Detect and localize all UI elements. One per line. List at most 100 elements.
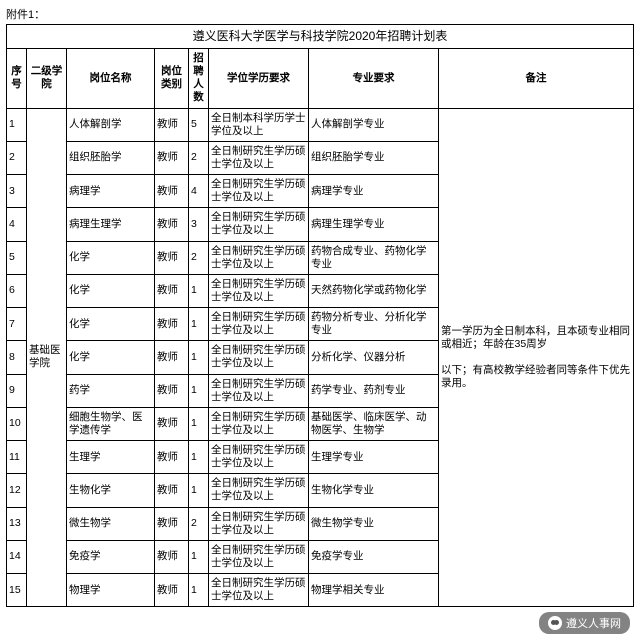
cell-major: 组织胚胎学专业 [309,141,439,174]
cell-count: 1 [189,374,209,407]
cell-type: 教师 [155,507,189,540]
watermark-text: 遵义人事网 [566,615,621,631]
cell-major: 生理学专业 [309,441,439,474]
cell-position: 化学 [67,241,155,274]
cell-position: 物理学 [67,574,155,607]
cell-type: 教师 [155,308,189,341]
cell-seq: 5 [7,241,27,274]
cell-major: 药物合成专业、药物化学专业 [309,241,439,274]
cell-major: 生物化学专业 [309,474,439,507]
cell-major: 分析化学、仪器分析 [309,341,439,374]
cell-major: 病理生理学专业 [309,208,439,241]
table-row: 1基础医学院人体解剖学教师5全日制本科学历学士学位及以上人体解剖学专业第一学历为… [7,108,634,141]
cell-count: 1 [189,407,209,440]
cell-type: 教师 [155,241,189,274]
cell-seq: 7 [7,308,27,341]
watermark: 遵义人事网 [539,612,630,634]
cell-seq: 13 [7,507,27,540]
cell-major: 人体解剖学专业 [309,108,439,141]
cell-type: 教师 [155,407,189,440]
cell-position: 化学 [67,341,155,374]
cell-edu: 全日制研究生学历硕士学位及以上 [209,407,309,440]
cell-type: 教师 [155,474,189,507]
col-type: 岗位类别 [155,49,189,109]
cell-major: 天然药物化学或药物化学 [309,274,439,307]
cell-position: 组织胚胎学 [67,141,155,174]
cell-seq: 4 [7,208,27,241]
cell-position: 微生物学 [67,507,155,540]
wechat-icon [548,616,562,630]
cell-count: 1 [189,341,209,374]
cell-major: 微生物学专业 [309,507,439,540]
cell-count: 5 [189,108,209,141]
cell-position: 病理生理学 [67,208,155,241]
cell-position: 生理学 [67,441,155,474]
cell-seq: 8 [7,341,27,374]
cell-edu: 全日制研究生学历硕士学位及以上 [209,175,309,208]
cell-position: 人体解剖学 [67,108,155,141]
cell-type: 教师 [155,274,189,307]
recruitment-table-sheet: 附件1： 遵义医科大学医学与科技学院2020年招聘计划表 序号 二级学院 岗位名… [0,0,640,607]
cell-count: 1 [189,474,209,507]
cell-seq: 1 [7,108,27,141]
cell-edu: 全日制研究生学历硕士学位及以上 [209,341,309,374]
cell-dept: 基础医学院 [27,108,67,607]
col-count: 招聘人数 [189,49,209,109]
cell-type: 教师 [155,208,189,241]
col-dept: 二级学院 [27,49,67,109]
attachment-label: 附件1： [6,4,634,24]
cell-edu: 全日制研究生学历硕士学位及以上 [209,374,309,407]
cell-type: 教师 [155,574,189,607]
col-note: 备注 [439,49,634,109]
cell-seq: 15 [7,574,27,607]
cell-type: 教师 [155,108,189,141]
cell-seq: 3 [7,175,27,208]
cell-count: 4 [189,175,209,208]
cell-count: 2 [189,141,209,174]
cell-count: 2 [189,507,209,540]
cell-edu: 全日制研究生学历硕士学位及以上 [209,540,309,573]
cell-type: 教师 [155,141,189,174]
cell-major: 药学专业、药剂专业 [309,374,439,407]
cell-major: 药物分析专业、分析化学专业 [309,308,439,341]
cell-position: 化学 [67,308,155,341]
col-edu: 学位学历要求 [209,49,309,109]
cell-count: 1 [189,540,209,573]
cell-type: 教师 [155,441,189,474]
cell-seq: 10 [7,407,27,440]
cell-edu: 全日制研究生学历硕士学位及以上 [209,141,309,174]
cell-major: 免疫学专业 [309,540,439,573]
cell-count: 3 [189,208,209,241]
col-seq: 序号 [7,49,27,109]
cell-seq: 9 [7,374,27,407]
cell-seq: 11 [7,441,27,474]
cell-count: 1 [189,308,209,341]
cell-edu: 全日制研究生学历硕士学位及以上 [209,308,309,341]
cell-count: 1 [189,274,209,307]
cell-type: 教师 [155,341,189,374]
cell-edu: 全日制本科学历学士学位及以上 [209,108,309,141]
table-header-row: 序号 二级学院 岗位名称 岗位类别 招聘人数 学位学历要求 专业要求 备注 [7,49,634,109]
cell-major: 基础医学、临床医学、动物医学、生物学 [309,407,439,440]
cell-major: 病理学专业 [309,175,439,208]
cell-seq: 12 [7,474,27,507]
col-major: 专业要求 [309,49,439,109]
table-title: 遵义医科大学医学与科技学院2020年招聘计划表 [7,25,634,49]
cell-position: 细胞生物学、医学遗传学 [67,407,155,440]
cell-type: 教师 [155,175,189,208]
cell-position: 药学 [67,374,155,407]
cell-edu: 全日制研究生学历硕士学位及以上 [209,208,309,241]
cell-seq: 14 [7,540,27,573]
cell-edu: 全日制研究生学历硕士学位及以上 [209,241,309,274]
cell-edu: 全日制研究生学历硕士学位及以上 [209,441,309,474]
cell-major: 物理学相关专业 [309,574,439,607]
cell-type: 教师 [155,540,189,573]
cell-seq: 2 [7,141,27,174]
recruitment-table: 遵义医科大学医学与科技学院2020年招聘计划表 序号 二级学院 岗位名称 岗位类… [6,24,634,607]
cell-type: 教师 [155,374,189,407]
cell-count: 2 [189,241,209,274]
col-position: 岗位名称 [67,49,155,109]
cell-edu: 全日制研究生学历硕士学位及以上 [209,274,309,307]
cell-position: 化学 [67,274,155,307]
cell-edu: 全日制研究生学历硕士学位及以上 [209,507,309,540]
